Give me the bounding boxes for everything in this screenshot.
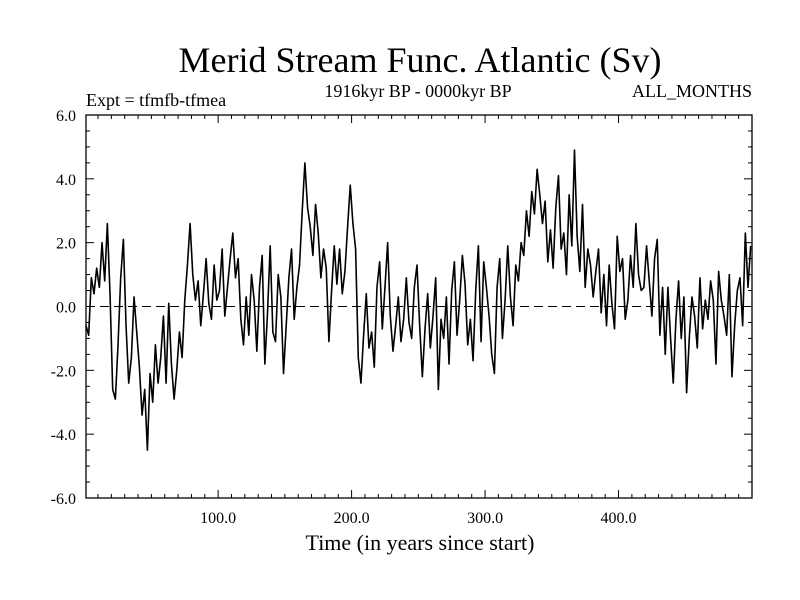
y-tick-label: -4.0 <box>51 427 76 444</box>
y-ticks: -6.0 -4.0 -2.0 0.0 2.0 4.0 6.0 <box>51 108 752 508</box>
y-tick-label: 4.0 <box>56 172 76 189</box>
y-tick-label: -6.0 <box>51 491 76 508</box>
chart-subtitle: 1916kyr BP - 0000kyr BP <box>324 81 511 101</box>
y-tick-label: 2.0 <box>56 236 76 253</box>
x-tick-label: 400.0 <box>601 510 637 527</box>
x-tick-label: 100.0 <box>200 510 236 527</box>
x-ticks: 100.0 200.0 300.0 400.0 <box>97 115 740 527</box>
plot-frame <box>85 114 753 499</box>
y-tick-label: 0.0 <box>56 300 76 317</box>
experiment-label: Expt = tfmfb-tfmea <box>86 90 226 110</box>
x-tick-label: 200.0 <box>334 510 370 527</box>
y-tick-label: 6.0 <box>56 108 76 125</box>
y-tick-label: -2.0 <box>51 363 76 380</box>
chart-title: Merid Stream Func. Atlantic (Sv) <box>179 40 662 80</box>
x-tick-label: 300.0 <box>467 510 503 527</box>
season-label: ALL_MONTHS <box>632 81 752 101</box>
x-axis-label: Time (in years since start) <box>306 530 535 555</box>
series-line <box>85 149 752 451</box>
